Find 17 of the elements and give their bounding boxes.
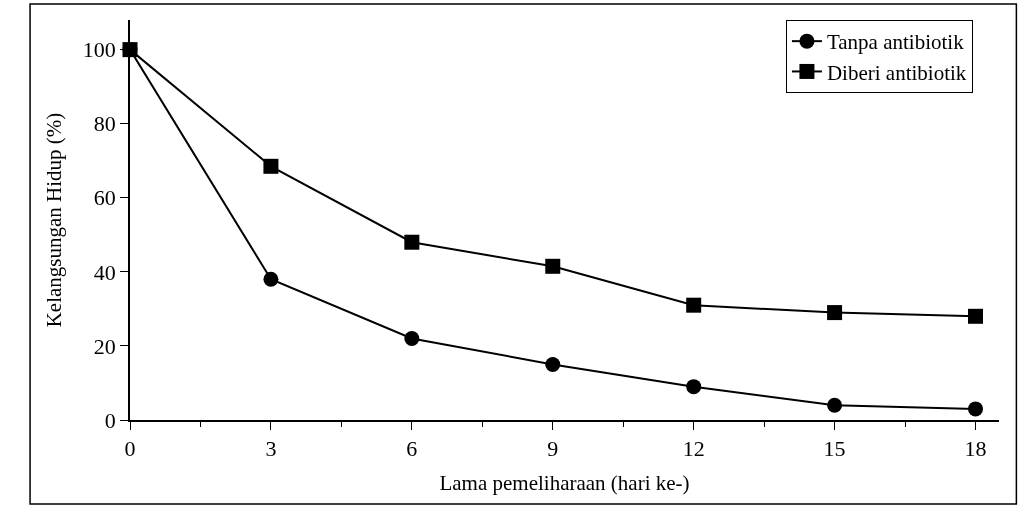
y-tick-label: 0: [104, 407, 116, 433]
x-tick-label: 9: [547, 436, 559, 462]
x-tick-label: 0: [124, 436, 136, 462]
y-tick-label: 80: [93, 111, 116, 137]
x-axis-title: Lama pemeliharaan (hari ke-): [439, 470, 690, 495]
legend-label: Tanpa antibiotik: [826, 30, 965, 55]
legend-label: Diberi antibiotik: [826, 60, 967, 85]
y-axis-title: Kelangsungan Hidup (%): [42, 112, 67, 328]
y-tick-label: 100: [82, 37, 116, 63]
x-tick-label: 6: [406, 436, 418, 462]
y-tick-label: 20: [93, 333, 116, 359]
x-tick-label: 12: [682, 436, 705, 462]
y-tick-label: 40: [93, 259, 116, 285]
y-tick-label: 60: [93, 185, 116, 211]
x-tick-label: 15: [823, 436, 846, 462]
x-tick-label: 3: [265, 436, 277, 462]
x-tick-label: 18: [964, 436, 987, 462]
